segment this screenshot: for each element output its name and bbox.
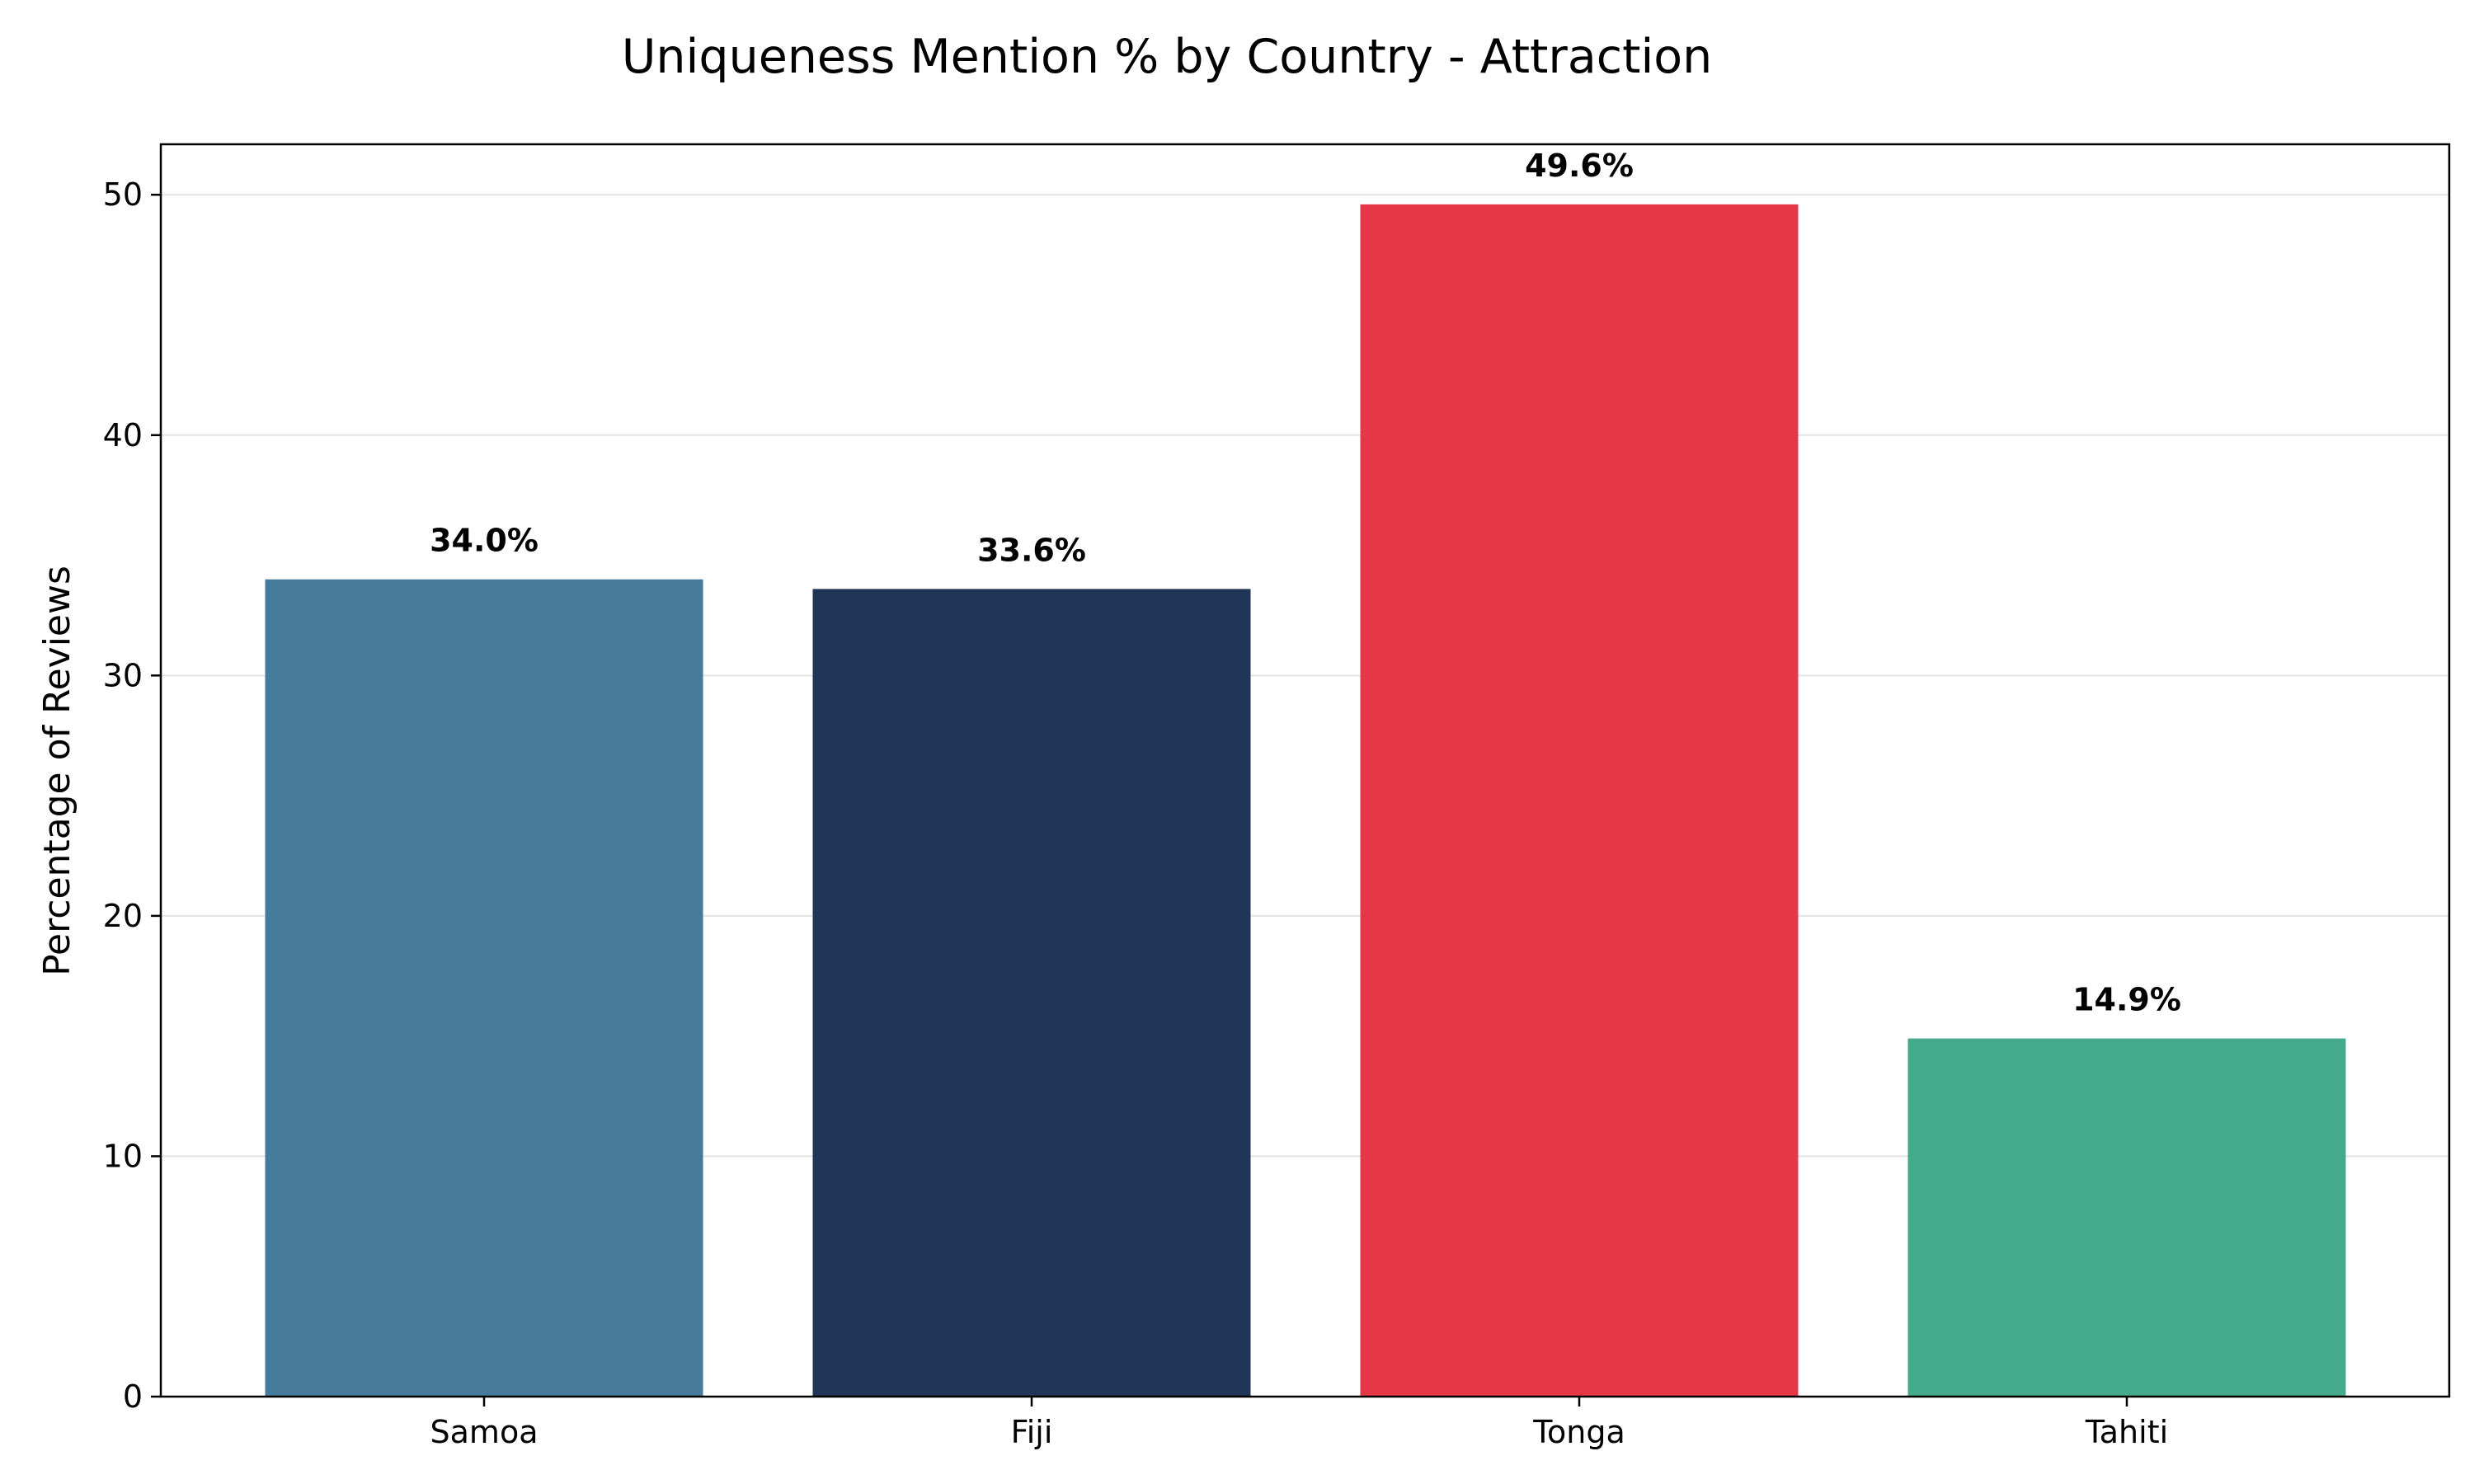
y-tick-label-20: 20	[103, 898, 143, 934]
y-tick-label-50: 50	[103, 176, 143, 213]
y-axis-label: Percentage of Reviews	[36, 566, 78, 976]
bar-tahiti	[1907, 1038, 2346, 1397]
data-label-samoa: 34.0%	[430, 523, 539, 559]
data-label-fiji: 33.6%	[977, 532, 1086, 568]
bars	[265, 204, 2346, 1397]
y-tick-label-10: 10	[103, 1138, 143, 1174]
y-tick-label-0: 0	[123, 1378, 143, 1415]
x-tick-label-fiji: Fiji	[1011, 1414, 1053, 1450]
chart-title: Uniqueness Mention % by Country - Attrac…	[622, 30, 1713, 84]
data-labels: 34.0% 33.6% 49.6% 14.9%	[430, 148, 2181, 1018]
y-tick-label-30: 30	[103, 657, 143, 693]
x-tick-label-tonga: Tonga	[1532, 1414, 1625, 1450]
data-label-tahiti: 14.9%	[2072, 982, 2181, 1018]
y-axis-ticks: 0 10 20 30 40 50	[103, 176, 161, 1415]
plot-area-frame	[159, 143, 2451, 1398]
x-tick-label-samoa: Samoa	[430, 1414, 539, 1450]
data-label-tonga: 49.6%	[1525, 148, 1634, 184]
x-axis-ticks: Samoa Fiji Tonga Tahiti	[430, 1397, 2168, 1450]
bar-samoa	[265, 579, 703, 1397]
bar-tonga	[1360, 204, 1799, 1397]
x-tick-label-tahiti: Tahiti	[2085, 1414, 2168, 1450]
y-tick-label-40: 40	[103, 417, 143, 453]
bar-fiji	[812, 589, 1251, 1397]
